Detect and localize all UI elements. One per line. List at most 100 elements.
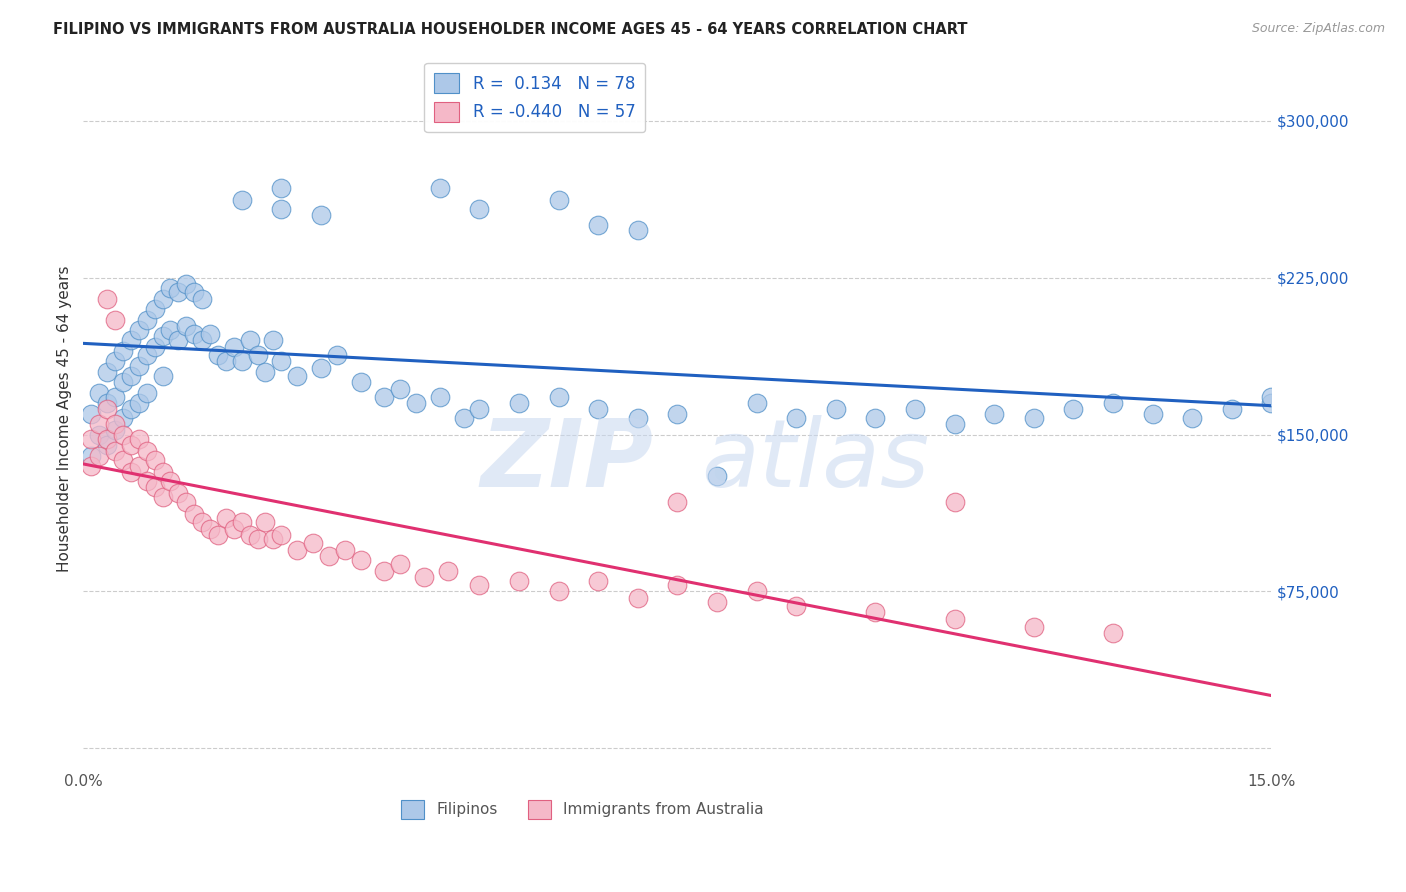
Point <box>246 532 269 546</box>
Point <box>159 323 181 337</box>
Point <box>174 277 197 291</box>
Point <box>547 194 569 208</box>
Point <box>198 327 221 342</box>
Point <box>96 402 118 417</box>
Point <box>254 365 277 379</box>
Point <box>167 486 190 500</box>
Point <box>405 396 427 410</box>
Point <box>508 574 530 588</box>
Point <box>96 438 118 452</box>
Point <box>96 365 118 379</box>
Point <box>943 612 966 626</box>
Point <box>152 292 174 306</box>
Point <box>104 417 127 431</box>
Point <box>1181 410 1204 425</box>
Point <box>666 407 689 421</box>
Point <box>309 208 332 222</box>
Point <box>349 376 371 390</box>
Point <box>785 410 807 425</box>
Point <box>745 584 768 599</box>
Point <box>222 522 245 536</box>
Point <box>285 542 308 557</box>
Point <box>865 410 887 425</box>
Point <box>96 292 118 306</box>
Point <box>586 574 609 588</box>
Point <box>865 606 887 620</box>
Point <box>262 532 284 546</box>
Point <box>309 360 332 375</box>
Point <box>128 458 150 473</box>
Point <box>215 511 238 525</box>
Point <box>89 427 111 442</box>
Point <box>120 402 142 417</box>
Point <box>429 180 451 194</box>
Point <box>207 528 229 542</box>
Point <box>302 536 325 550</box>
Point <box>80 407 103 421</box>
Point <box>120 438 142 452</box>
Point <box>207 348 229 362</box>
Point <box>508 396 530 410</box>
Point <box>1022 620 1045 634</box>
Point <box>128 323 150 337</box>
Point <box>89 449 111 463</box>
Point <box>270 528 292 542</box>
Point <box>111 410 134 425</box>
Point <box>143 480 166 494</box>
Point <box>198 522 221 536</box>
Point <box>104 444 127 458</box>
Y-axis label: Householder Income Ages 45 - 64 years: Householder Income Ages 45 - 64 years <box>58 266 72 572</box>
Point <box>104 424 127 438</box>
Point <box>120 369 142 384</box>
Point <box>333 542 356 557</box>
Point <box>373 564 395 578</box>
Point <box>1260 396 1282 410</box>
Point <box>326 348 349 362</box>
Point <box>824 402 846 417</box>
Point <box>627 222 650 236</box>
Point <box>111 427 134 442</box>
Point <box>159 474 181 488</box>
Point <box>1022 410 1045 425</box>
Point <box>468 402 491 417</box>
Point <box>270 354 292 368</box>
Point <box>135 348 157 362</box>
Point <box>547 390 569 404</box>
Point <box>983 407 1005 421</box>
Point <box>128 359 150 373</box>
Point <box>1062 402 1084 417</box>
Point <box>389 558 412 572</box>
Point <box>706 595 728 609</box>
Text: atlas: atlas <box>702 416 929 507</box>
Point <box>246 348 269 362</box>
Point <box>96 432 118 446</box>
Point <box>666 494 689 508</box>
Point <box>111 376 134 390</box>
Point <box>80 458 103 473</box>
Point <box>96 396 118 410</box>
Point <box>167 285 190 300</box>
Point <box>231 354 253 368</box>
Point <box>627 410 650 425</box>
Point <box>349 553 371 567</box>
Point <box>111 452 134 467</box>
Legend: Filipinos, Immigrants from Australia: Filipinos, Immigrants from Australia <box>395 794 770 825</box>
Point <box>120 465 142 479</box>
Point <box>270 202 292 216</box>
Point <box>627 591 650 605</box>
Point <box>152 329 174 343</box>
Point <box>429 390 451 404</box>
Point <box>80 432 103 446</box>
Point <box>167 334 190 348</box>
Point <box>174 318 197 333</box>
Point <box>104 312 127 326</box>
Point <box>468 578 491 592</box>
Point <box>152 369 174 384</box>
Point <box>706 469 728 483</box>
Point <box>270 180 292 194</box>
Point <box>318 549 340 563</box>
Point <box>254 516 277 530</box>
Point <box>89 417 111 431</box>
Point <box>943 494 966 508</box>
Point <box>120 334 142 348</box>
